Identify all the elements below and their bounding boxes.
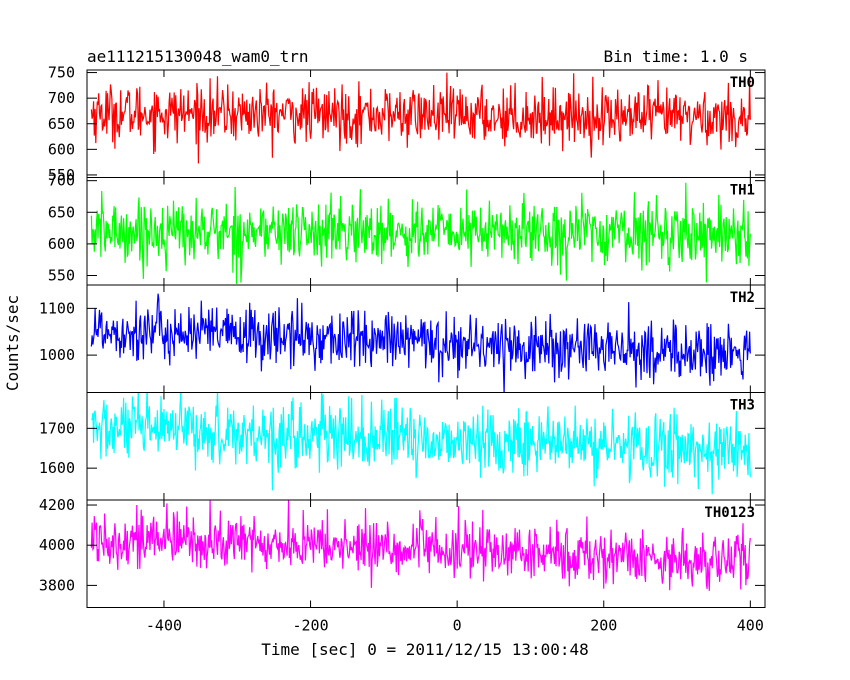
y-tick-label: 1100 [39,299,75,317]
panel-th2: 1000 1100 TH2 [39,284,766,393]
y-tick-label: 550 [48,267,75,285]
panel-frame [86,69,766,178]
y-tick-label: 1000 [39,346,75,364]
y-tick-label: 750 [48,64,75,82]
series-line-th2 [90,293,751,393]
x-axis: -400 -200 0 200 400 [146,617,764,635]
panel-label-th0: TH0 [730,75,755,91]
x-axis-label: Time [sec] 0 = 2011/12/15 13:00:48 [261,640,589,659]
x-tick-label: 200 [590,617,617,635]
y-tick-label: 3800 [39,576,75,594]
y-tick-label: 700 [48,172,75,190]
y-tick-label: 600 [48,235,75,253]
panel-th3: 1600 1700 TH3 [39,392,766,501]
panel-label-th0123: TH0123 [704,505,755,521]
panels-group: 550 600 650 700 750 TH0 550 600 650 700 TH1 1000 110… [39,64,766,608]
x-tick-label: 400 [737,617,764,635]
bin-time-label: Bin time: 1.0 s [604,47,749,66]
panel-label-th3: TH3 [730,398,755,414]
series-line-th1 [90,182,751,284]
y-tick-label: 550 [48,166,75,184]
panel-frame [86,499,766,608]
panel-th0: 550 600 650 700 750 TH0 [48,64,766,184]
series-line-th0123 [90,500,751,591]
panel-th1: 550 600 650 700 TH1 [48,172,766,286]
y-tick-label: 600 [48,140,75,158]
y-tick-label: 4000 [39,536,75,554]
y-tick-label: 4200 [39,496,75,514]
y-tick-label: 650 [48,115,75,133]
x-tick-label: -200 [292,617,328,635]
x-tick-label: -400 [146,617,182,635]
x-tick-label: 0 [453,617,462,635]
panel-label-th2: TH2 [730,290,755,306]
y-tick-label: 1600 [39,459,75,477]
y-tick-label: 650 [48,203,75,221]
y-axis-label: Counts/sec [3,295,22,391]
series-line-th0 [90,72,751,164]
panel-label-th1: TH1 [730,183,755,199]
series-line-th3 [91,392,751,495]
chart-title: ae111215130048_wam0_trn [87,47,309,66]
y-tick-label: 1700 [39,419,75,437]
panel-th0123: 3800 4000 4200 TH0123 [39,496,766,608]
y-tick-label: 700 [48,89,75,107]
